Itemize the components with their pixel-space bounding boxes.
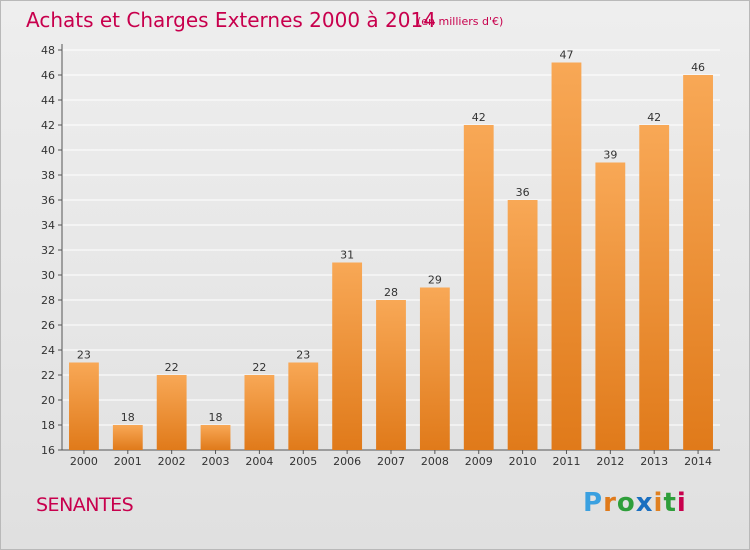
y-tick-label: 42 [41, 119, 55, 132]
x-tick-label-2007: 2007 [377, 455, 405, 468]
data-label-2001: 18 [121, 411, 135, 424]
bar-2005 [288, 362, 319, 450]
y-tick-label: 30 [41, 269, 55, 282]
chart-unit: (en milliers d'€) [417, 15, 504, 28]
y-tick-label: 22 [41, 369, 55, 382]
x-tick-label-2013: 2013 [640, 455, 668, 468]
x-tick-label-2000: 2000 [70, 455, 98, 468]
proxiti-logo: Proxiti [583, 488, 687, 518]
y-tick-label: 24 [41, 344, 55, 357]
x-tick-label-2009: 2009 [465, 455, 493, 468]
bar-2003 [200, 425, 231, 450]
bar-2002 [156, 375, 187, 450]
bar-2000 [69, 362, 99, 450]
logo-letter: i [653, 488, 664, 518]
logo-letter: o [616, 488, 636, 518]
y-tick-label: 16 [41, 444, 55, 457]
data-label-2013: 42 [647, 111, 661, 124]
data-label-2003: 18 [209, 411, 223, 424]
logo-letter: t [663, 488, 677, 518]
logo-letter: x [635, 488, 654, 518]
x-tick-label-2014: 2014 [684, 455, 712, 468]
x-tick-label-2003: 2003 [202, 455, 230, 468]
y-tick-label: 38 [41, 169, 55, 182]
y-tick-label: 48 [41, 44, 55, 57]
data-label-2005: 23 [296, 349, 310, 362]
bar-2001 [112, 425, 143, 450]
bar-2006 [332, 262, 363, 450]
bar-2014 [683, 75, 713, 450]
bar-2013 [639, 125, 670, 450]
data-label-2014: 46 [691, 61, 705, 74]
y-tick-label: 46 [41, 69, 55, 82]
chart-title: Achats et Charges Externes 2000 à 2014 [26, 8, 436, 32]
y-tick-label: 32 [41, 244, 55, 257]
data-label-2010: 36 [516, 186, 530, 199]
x-tick-label-2010: 2010 [509, 455, 537, 468]
data-label-2011: 47 [559, 49, 573, 62]
x-tick-label-2006: 2006 [333, 455, 361, 468]
bar-2011 [551, 62, 582, 450]
x-tick-label-2008: 2008 [421, 455, 449, 468]
bar-2012 [595, 162, 626, 450]
commune-name: SENANTES [36, 494, 134, 516]
x-tick-label-2011: 2011 [552, 455, 580, 468]
x-tick-label-2001: 2001 [114, 455, 142, 468]
bar-2008 [419, 287, 450, 450]
x-tick-label-2012: 2012 [596, 455, 624, 468]
x-tick-label-2002: 2002 [158, 455, 186, 468]
y-tick-label: 36 [41, 194, 55, 207]
bar-2009 [463, 125, 494, 450]
y-tick-label: 18 [41, 419, 55, 432]
x-tick-label-2005: 2005 [289, 455, 317, 468]
data-label-2002: 22 [165, 361, 179, 374]
y-tick-label: 40 [41, 144, 55, 157]
y-tick-label: 34 [41, 219, 55, 232]
y-tick-label: 20 [41, 394, 55, 407]
x-tick-label-2004: 2004 [245, 455, 273, 468]
logo-letter: P [583, 488, 604, 518]
logo-letter: i [676, 488, 687, 518]
data-label-2012: 39 [603, 149, 617, 162]
data-label-2006: 31 [340, 249, 354, 262]
y-tick-label: 44 [41, 94, 55, 107]
bar-2004 [244, 375, 275, 450]
data-label-2000: 23 [77, 349, 91, 362]
y-tick-label: 28 [41, 294, 55, 307]
logo-letter: r [603, 488, 617, 518]
data-label-2008: 29 [428, 274, 442, 287]
data-label-2004: 22 [252, 361, 266, 374]
bar-2007 [376, 300, 406, 450]
y-tick-label: 26 [41, 319, 55, 332]
bar-2010 [507, 200, 538, 450]
data-label-2007: 28 [384, 286, 398, 299]
data-label-2009: 42 [472, 111, 486, 124]
